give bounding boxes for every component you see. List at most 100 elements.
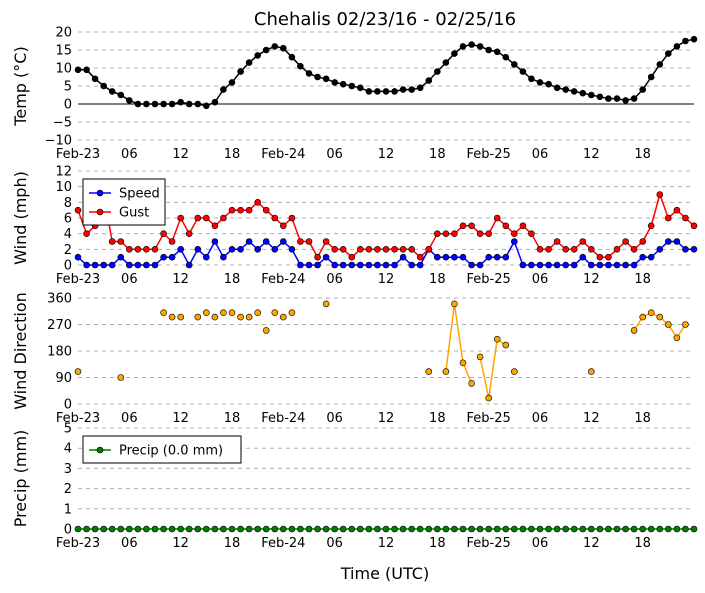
x-tick-label: Feb-24 bbox=[261, 536, 305, 551]
data-point bbox=[168, 253, 176, 261]
data-point bbox=[391, 246, 398, 253]
data-point bbox=[279, 313, 287, 321]
x-tick-label: 18 bbox=[429, 272, 446, 287]
data-point bbox=[433, 525, 441, 533]
data-point bbox=[271, 309, 279, 317]
data-point bbox=[220, 525, 227, 533]
data-point bbox=[168, 238, 176, 245]
data-point bbox=[545, 246, 552, 253]
x-tick-label: 12 bbox=[172, 536, 189, 551]
data-point bbox=[682, 37, 689, 45]
data-point bbox=[348, 253, 356, 261]
x-tick-label: 12 bbox=[378, 147, 395, 162]
data-point bbox=[331, 79, 339, 86]
series-1 bbox=[74, 525, 698, 533]
data-point bbox=[297, 525, 304, 533]
data-point bbox=[485, 253, 493, 261]
data-point bbox=[451, 525, 458, 533]
x-tick-label: 18 bbox=[224, 147, 241, 162]
y-tick-label: 10 bbox=[55, 180, 72, 195]
data-point bbox=[545, 261, 552, 269]
legend: Precip (0.0 mm) bbox=[82, 435, 242, 464]
y-axis-label: Wind (mph) bbox=[11, 171, 30, 265]
data-point bbox=[331, 525, 339, 533]
data-point bbox=[279, 238, 287, 245]
x-tick-label: 06 bbox=[326, 411, 343, 426]
x-tick-label: Feb-24 bbox=[261, 411, 305, 426]
data-point bbox=[476, 353, 484, 361]
x-tick-label: 12 bbox=[378, 536, 395, 551]
data-point bbox=[151, 100, 159, 108]
data-point bbox=[605, 261, 612, 269]
data-point bbox=[203, 253, 210, 261]
data-point bbox=[322, 300, 330, 308]
data-point bbox=[74, 66, 82, 74]
data-point bbox=[579, 238, 587, 245]
data-point bbox=[151, 246, 159, 253]
data-point bbox=[502, 53, 510, 61]
x-tick-label: Feb-23 bbox=[56, 147, 100, 162]
data-point bbox=[476, 230, 484, 237]
data-point bbox=[348, 261, 356, 269]
y-axis-label: Wind Direction bbox=[11, 292, 30, 410]
data-point bbox=[408, 261, 416, 269]
data-point bbox=[322, 525, 330, 533]
data-point bbox=[297, 261, 304, 269]
data-point bbox=[185, 100, 193, 108]
data-point bbox=[647, 309, 655, 317]
y-axis-label: Temp (°C) bbox=[11, 46, 30, 126]
data-point bbox=[374, 261, 381, 269]
data-point bbox=[451, 253, 458, 261]
data-point bbox=[203, 525, 210, 533]
data-point bbox=[168, 313, 176, 321]
data-point bbox=[245, 238, 253, 245]
data-point bbox=[288, 309, 296, 317]
y-tick-label: −10 bbox=[45, 134, 72, 149]
data-point bbox=[237, 313, 244, 321]
data-point bbox=[647, 222, 655, 230]
data-point bbox=[664, 214, 672, 222]
x-tick-label: 06 bbox=[121, 272, 138, 287]
data-point bbox=[536, 79, 544, 86]
y-tick-label: 15 bbox=[55, 44, 72, 59]
data-point bbox=[416, 525, 424, 533]
y-tick-label: −5 bbox=[53, 116, 72, 131]
x-tick-label: Feb-25 bbox=[467, 411, 511, 426]
data-point bbox=[613, 261, 621, 269]
data-point bbox=[220, 309, 227, 317]
data-point bbox=[553, 525, 561, 533]
data-point bbox=[262, 327, 270, 334]
data-point bbox=[570, 88, 578, 95]
data-point bbox=[468, 525, 475, 533]
data-point bbox=[254, 199, 262, 206]
data-point bbox=[237, 206, 244, 214]
data-point bbox=[562, 261, 570, 269]
x-tick-label: 06 bbox=[121, 536, 138, 551]
data-point bbox=[245, 525, 253, 533]
data-point bbox=[485, 394, 493, 402]
data-point bbox=[485, 46, 493, 54]
data-point bbox=[673, 525, 681, 533]
data-point bbox=[83, 261, 90, 269]
x-tick-label: 18 bbox=[634, 272, 651, 287]
y-tick-label: 0 bbox=[64, 98, 72, 113]
y-tick-label: 0 bbox=[64, 398, 72, 413]
data-point bbox=[408, 86, 416, 93]
data-point bbox=[596, 525, 604, 533]
y-tick-label: 1 bbox=[64, 502, 72, 517]
data-point bbox=[442, 230, 450, 237]
data-point bbox=[502, 525, 510, 533]
data-point bbox=[314, 253, 321, 261]
data-point bbox=[673, 238, 681, 245]
data-point bbox=[656, 61, 664, 68]
data-point bbox=[237, 68, 244, 75]
data-point bbox=[587, 261, 595, 269]
data-point bbox=[322, 253, 330, 261]
data-point bbox=[605, 525, 612, 533]
data-point bbox=[468, 261, 475, 269]
data-point bbox=[126, 246, 133, 253]
data-point bbox=[451, 50, 458, 57]
data-point bbox=[519, 68, 527, 75]
data-point bbox=[365, 88, 373, 95]
